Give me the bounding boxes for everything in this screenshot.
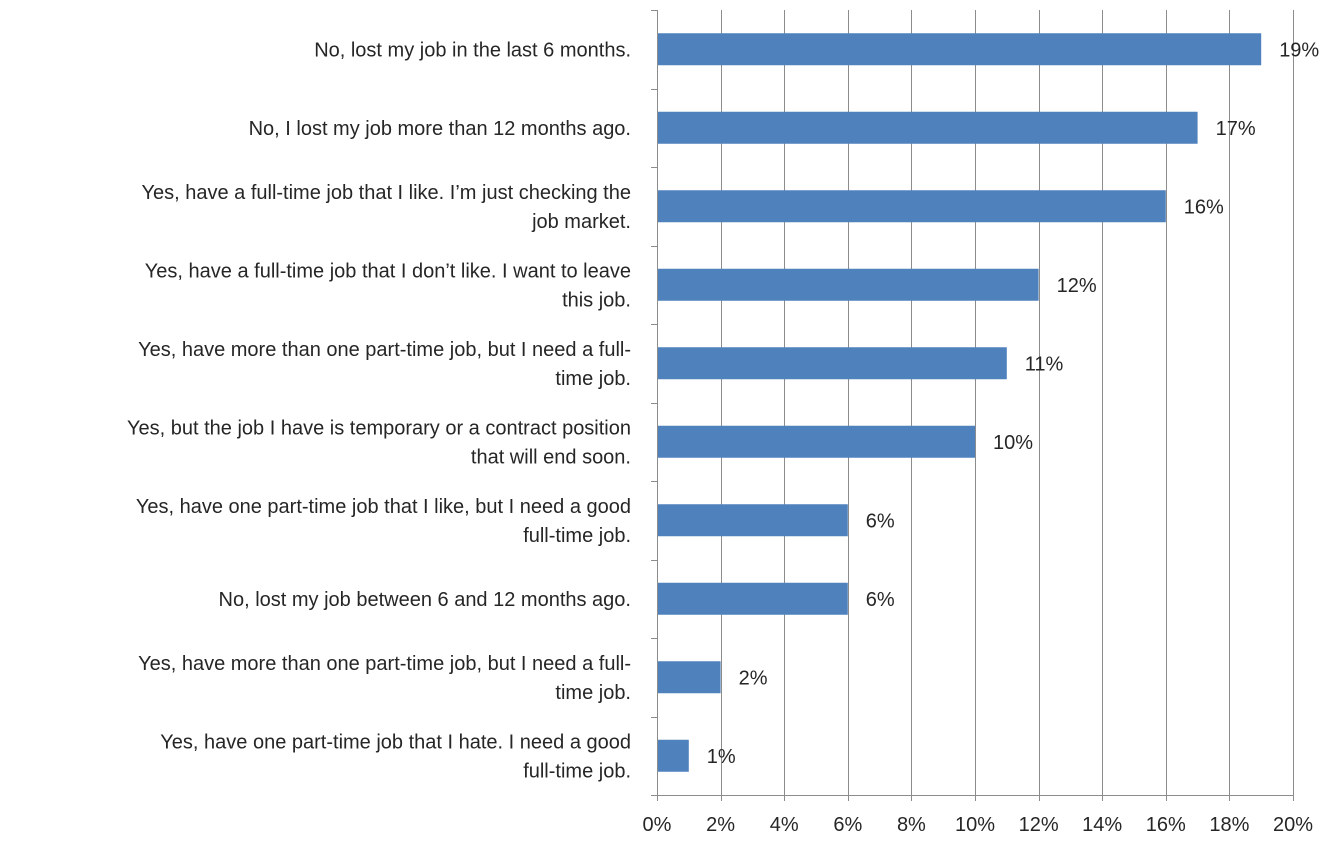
category-label-line: Yes, have one part-time job that I like,… (136, 496, 631, 518)
x-tick-label: 20% (1273, 814, 1313, 836)
labels: 0% 2% 4% 6% 8% 10% 12% 14% 16% 18% 20% 19% No, lost … (127, 39, 1319, 836)
data-label: 6% (866, 510, 895, 532)
data-label: 11% (1025, 353, 1064, 375)
bar (657, 190, 1166, 223)
category-label-line: that will end soon. (471, 446, 631, 468)
data-label: 17% (1216, 118, 1256, 140)
category-label-line: Yes, have a full-time job that I don’t l… (145, 260, 631, 282)
category-label: Yes, but the job I have is temporary or … (127, 417, 631, 468)
category-label: Yes, have more than one part-time job, b… (138, 653, 631, 704)
bar (657, 347, 1007, 380)
data-label: 12% (1057, 275, 1097, 297)
category-label: Yes, have more than one part-time job, b… (138, 339, 631, 390)
x-tick-label: 10% (955, 814, 995, 836)
data-label: 16% (1184, 196, 1224, 218)
category-label: No, lost my job in the last 6 months. (314, 39, 631, 61)
category-label: Yes, have one part-time job that I hate.… (160, 731, 631, 782)
x-tick-label: 16% (1146, 814, 1186, 836)
data-label: 19% (1279, 39, 1319, 61)
category-label: No, lost my job between 6 and 12 months … (219, 589, 631, 611)
category-label-line: No, lost my job between 6 and 12 months … (219, 589, 631, 611)
bar (657, 33, 1262, 66)
category-label-line: Yes, have more than one part-time job, b… (138, 339, 631, 361)
x-tick-label: 4% (770, 814, 799, 836)
category-label-line: Yes, have one part-time job that I hate.… (160, 731, 631, 753)
x-tick-label: 2% (706, 814, 735, 836)
data-label: 10% (993, 432, 1033, 454)
category-label-line: Yes, have a full-time job that I like. I… (141, 182, 631, 204)
bar (657, 739, 689, 772)
bar (657, 582, 848, 615)
x-tick-label: 8% (897, 814, 926, 836)
x-tick-label: 0% (643, 814, 672, 836)
category-label-line: No, I lost my job more than 12 months ag… (249, 118, 631, 140)
bar (657, 111, 1198, 144)
bar (657, 504, 848, 537)
category-label-line: Yes, but the job I have is temporary or … (127, 417, 631, 439)
category-label-line: full-time job. (523, 525, 631, 547)
bar (657, 268, 1039, 301)
data-label: 2% (739, 667, 768, 689)
category-label: Yes, have a full-time job that I like. I… (141, 182, 631, 233)
x-tick-label: 14% (1082, 814, 1122, 836)
category-label-line: job market. (531, 211, 631, 233)
category-label-line: Yes, have more than one part-time job, b… (138, 653, 631, 675)
category-label-line: time job. (555, 368, 631, 390)
category-label-line: No, lost my job in the last 6 months. (314, 39, 631, 61)
category-label: Yes, have one part-time job that I like,… (136, 496, 631, 547)
x-tick-label: 6% (833, 814, 862, 836)
data-label: 6% (866, 589, 895, 611)
category-label-line: time job. (555, 682, 631, 704)
category-label: No, I lost my job more than 12 months ag… (249, 118, 631, 140)
category-label-line: this job. (562, 289, 631, 311)
bar (657, 425, 975, 458)
data-label: 1% (707, 746, 736, 768)
axes (651, 10, 1294, 801)
x-tick-label: 18% (1209, 814, 1249, 836)
bars (657, 33, 1262, 772)
category-label: Yes, have a full-time job that I don’t l… (145, 260, 631, 311)
category-label-line: full-time job. (523, 760, 631, 782)
bar (657, 661, 721, 694)
x-tick-label: 12% (1019, 814, 1059, 836)
